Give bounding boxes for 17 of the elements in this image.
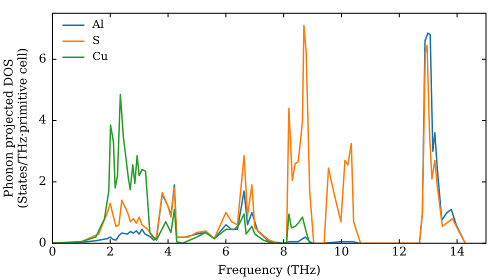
y-tick-label: 6	[38, 51, 46, 66]
x-axis-title: Frequency (THz)	[218, 262, 321, 277]
x-tick-label: 8	[280, 244, 288, 259]
x-tick-label: 2	[106, 244, 114, 259]
x-tick-label: 12	[392, 244, 407, 259]
legend-label: S	[92, 34, 100, 48]
y-axis-title: Phonon projected DOS (States/THz·primitive cell)	[1, 48, 30, 209]
y-tick-label: 2	[38, 174, 46, 188]
x-tick-label: 10	[334, 244, 350, 259]
legend-label: Cu	[92, 50, 108, 64]
legend-label: Al	[91, 18, 104, 32]
y-tick-label: 4	[38, 112, 47, 127]
x-tick-label: 6	[222, 244, 230, 259]
x-tick-label: 0	[48, 244, 56, 259]
y-tick-label: 0	[38, 235, 46, 250]
x-tick-label: 14	[449, 244, 466, 259]
x-tick-label: 4	[164, 244, 172, 259]
